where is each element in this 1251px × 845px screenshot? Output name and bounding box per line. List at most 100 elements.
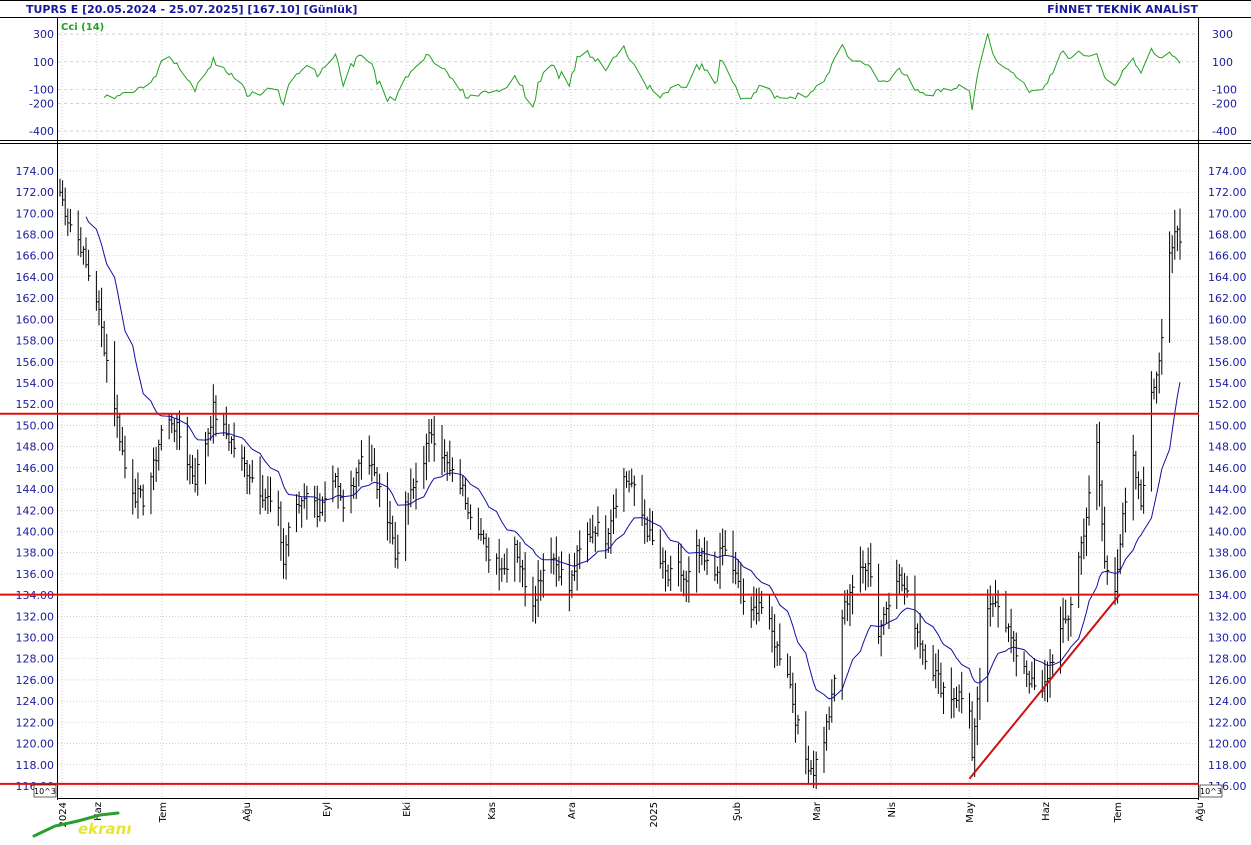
- scale-tag-right-box: [1199, 784, 1223, 798]
- price-tick-label-right: 156.00: [1208, 356, 1247, 369]
- month-label: Haz: [93, 802, 104, 821]
- cci-tick-label-left: -100: [29, 84, 54, 97]
- price-tick-label-left: 154.00: [16, 377, 55, 390]
- price-tick-label-right: 124.00: [1208, 695, 1247, 708]
- logo-text: ekranı: [78, 820, 132, 838]
- price-tick-label-left: 170.00: [16, 207, 55, 220]
- price-tick-label-left: 168.00: [16, 229, 55, 242]
- cci-grid: [58, 20, 1200, 139]
- cci-tick-label-right: -200: [1212, 97, 1237, 110]
- scale-tag-right: 10^3: [1200, 787, 1222, 796]
- price-tick-label-left: 162.00: [16, 292, 55, 305]
- month-label: Ara: [567, 802, 578, 819]
- price-tick-label-left: 172.00: [16, 186, 55, 199]
- support-resistance-lines: [0, 412, 1199, 785]
- price-tick-label-left: 152.00: [16, 398, 55, 411]
- price-tick-label-right: 164.00: [1208, 271, 1247, 284]
- price-tick-label-left: 122.00: [16, 716, 55, 729]
- price-tick-label-right: 142.00: [1208, 504, 1247, 517]
- price-tick-label-left: 156.00: [16, 356, 55, 369]
- price-grid: [58, 145, 1200, 797]
- month-label: Haz: [1041, 802, 1052, 821]
- chart-title: TUPRS E [20.05.2024 - 25.07.2025] [167.1…: [26, 3, 357, 16]
- price-tick-label-left: 132.00: [16, 610, 55, 623]
- price-tick-label-left: 126.00: [16, 674, 55, 687]
- scale-tag-left-box: [33, 784, 57, 798]
- brand-label: FİNNET TEKNİK ANALİST: [1047, 2, 1198, 16]
- price-tick-label-right: 128.00: [1208, 653, 1247, 666]
- cci-tick-label-right: -400: [1212, 125, 1237, 138]
- price-tick-label-right: 154.00: [1208, 377, 1247, 390]
- price-tick-label-right: 150.00: [1208, 419, 1247, 432]
- month-label: Tem: [1113, 802, 1124, 823]
- logo-swoosh-icon: [32, 811, 120, 838]
- month-label: May: [965, 802, 976, 823]
- scale-tag-left: 10^3: [34, 787, 56, 796]
- price-tick-label-left: 140.00: [16, 525, 55, 538]
- moving-average-path: [85, 216, 1181, 700]
- price-tick-label-left: 118.00: [16, 759, 55, 772]
- month-label: 2024: [58, 802, 69, 827]
- price-tick-label-left: 174.00: [16, 165, 55, 178]
- price-tick-label-left: 150.00: [16, 419, 55, 432]
- price-tick-label-left: 144.00: [16, 483, 55, 496]
- month-label: Kas: [487, 802, 498, 820]
- price-tick-label-right: 122.00: [1208, 716, 1247, 729]
- price-tick-label-left: 158.00: [16, 335, 55, 348]
- price-tick-label-left: 164.00: [16, 271, 55, 284]
- price-tick-label-right: 158.00: [1208, 335, 1247, 348]
- month-label: 2025: [649, 802, 660, 827]
- cci-tick-label-left: -200: [29, 97, 54, 110]
- price-tick-label-right: 152.00: [1208, 398, 1247, 411]
- price-tick-label-left: 138.00: [16, 547, 55, 560]
- price-tick-label-right: 170.00: [1208, 207, 1247, 220]
- price-bars: [59, 178, 1182, 790]
- cci-tick-label-left: 100: [33, 56, 54, 69]
- cci-tick-label-left: -400: [29, 125, 54, 138]
- price-tick-label-right: 134.00: [1208, 589, 1247, 602]
- price-tick-label-left: 136.00: [16, 568, 55, 581]
- price-tick-label-left: 142.00: [16, 504, 55, 517]
- price-tick-label-left: 124.00: [16, 695, 55, 708]
- month-label: Eki: [402, 802, 413, 817]
- price-tick-label-right: 144.00: [1208, 483, 1247, 496]
- cci-path: [103, 33, 1181, 111]
- cci-tick-label-right: 300: [1212, 28, 1233, 41]
- price-tick-label-right: 168.00: [1208, 229, 1247, 242]
- price-tick-label-right: 146.00: [1208, 462, 1247, 475]
- price-tick-label-right: 136.00: [1208, 568, 1247, 581]
- price-tick-label-left: 148.00: [16, 441, 55, 454]
- price-tick-label-left: 146.00: [16, 462, 55, 475]
- price-tick-label-left: 134.00: [16, 589, 55, 602]
- price-tick-label-right: 138.00: [1208, 547, 1247, 560]
- cci-tick-label-right: -100: [1212, 84, 1237, 97]
- cci-line: [103, 33, 1181, 111]
- cci-legend: Cci (14): [61, 22, 104, 33]
- price-tick-label-left: 166.00: [16, 250, 55, 263]
- price-tick-label-right: 162.00: [1208, 292, 1247, 305]
- price-tick-label-right: 166.00: [1208, 250, 1247, 263]
- ekrani-logo: ekranı: [32, 811, 132, 838]
- price-tick-label-right: 174.00: [1208, 165, 1247, 178]
- month-label: Ağu: [1194, 802, 1206, 822]
- moving-average-line: [85, 216, 1181, 700]
- month-label: Nis: [887, 802, 898, 817]
- price-tick-label-left: 128.00: [16, 653, 55, 666]
- cci-tick-label-left: 300: [33, 28, 54, 41]
- trendline: [968, 593, 1122, 780]
- price-tick-label-right: 160.00: [1208, 313, 1247, 326]
- price-tick-label-left: 160.00: [16, 313, 55, 326]
- trendline-path: [968, 593, 1122, 780]
- price-tick-label-right: 148.00: [1208, 441, 1247, 454]
- price-tick-label-left: 120.00: [16, 738, 55, 751]
- price-tick-label-right: 140.00: [1208, 525, 1247, 538]
- price-axis-ticks: 116.00116.00118.00118.00120.00120.00122.…: [16, 165, 1247, 793]
- price-tick-label-right: 126.00: [1208, 674, 1247, 687]
- price-tick-label-right: 118.00: [1208, 759, 1247, 772]
- price-tick-label-right: 132.00: [1208, 610, 1247, 623]
- month-label: Tem: [158, 802, 169, 823]
- month-axis-labels: 2024 Haz Tem Ağu Eyl Eki Kas Ara 2025 Şub Mar Nis Ma…: [58, 801, 1206, 827]
